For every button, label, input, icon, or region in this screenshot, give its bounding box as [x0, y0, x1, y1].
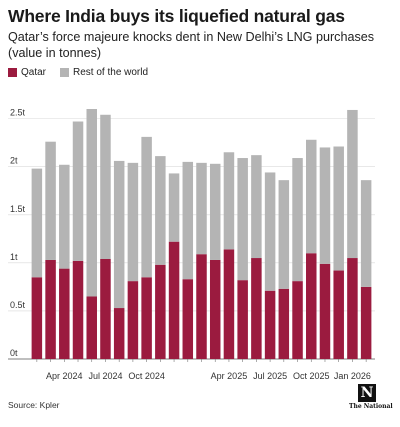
- the-national-logo: N The National: [349, 384, 393, 410]
- bar-segment-qatar: [306, 253, 317, 359]
- x-tick-label: Jan 2026: [334, 371, 371, 381]
- bar-segment-rest-of-world: [72, 121, 84, 261]
- bar-segment-rest-of-world: [168, 173, 180, 242]
- bar-segment-qatar: [168, 241, 180, 359]
- legend-swatch-qatar: [8, 68, 17, 77]
- y-tick-label: 2.5t: [10, 108, 26, 118]
- bar-segment-rest-of-world: [223, 152, 235, 250]
- bar-segment-qatar: [100, 259, 111, 359]
- legend-label-rest-of-world: Rest of the world: [73, 67, 149, 78]
- x-tick-label: Oct 2024: [128, 371, 165, 381]
- bar-segment-rest-of-world: [59, 164, 70, 269]
- bar-segment-qatar: [182, 279, 194, 359]
- bar-segment-rest-of-world: [182, 161, 194, 280]
- bar-segment-qatar: [113, 308, 125, 359]
- x-tick-label: Oct 2025: [293, 371, 330, 381]
- bar-segment-qatar: [45, 259, 56, 359]
- bar-segment-rest-of-world: [292, 158, 303, 282]
- legend-item-qatar: Qatar: [8, 67, 46, 78]
- bar-segment-rest-of-world: [333, 146, 344, 271]
- bar-segment-rest-of-world: [360, 180, 372, 287]
- bar-segment-qatar: [319, 263, 331, 359]
- bar-segment-rest-of-world: [319, 147, 331, 264]
- bar-segment-qatar: [360, 286, 372, 359]
- logo-mark-icon: N: [358, 384, 376, 402]
- bar-segment-rest-of-world: [264, 172, 276, 291]
- x-tick-label: Apr 2025: [211, 371, 248, 381]
- bar-segment-qatar: [292, 281, 303, 359]
- bar-segment-qatar: [31, 277, 43, 359]
- chart-title: Where India buys its liquefied natural g…: [8, 6, 345, 26]
- bar-segment-qatar: [72, 260, 84, 359]
- bar-segment-qatar: [209, 259, 221, 359]
- bar-segment-rest-of-world: [251, 155, 262, 259]
- y-tick-label: 0.5t: [10, 300, 26, 310]
- y-tick-label: 2t: [10, 156, 18, 166]
- bar-segment-rest-of-world: [209, 163, 221, 260]
- bar-segment-qatar: [141, 277, 152, 359]
- bar-segment-qatar: [278, 288, 290, 359]
- x-tick-label: Jul 2025: [253, 371, 287, 381]
- bar-segment-qatar: [333, 270, 344, 359]
- bar-segment-rest-of-world: [155, 156, 166, 265]
- bar-segment-rest-of-world: [237, 158, 248, 281]
- x-tick-label: Jul 2024: [88, 371, 122, 381]
- bar-segment-rest-of-world: [100, 114, 111, 260]
- chart-subtitle: Qatar’s force majeure knocks dent in New…: [8, 30, 375, 60]
- bar-segment-rest-of-world: [347, 109, 358, 259]
- bar-segment-rest-of-world: [86, 109, 97, 297]
- bar-segment-rest-of-world: [31, 168, 43, 278]
- bar-segment-qatar: [196, 254, 207, 359]
- bar-segment-qatar: [347, 258, 358, 359]
- bar-segment-rest-of-world: [113, 160, 125, 309]
- bar-segment-qatar: [251, 258, 262, 359]
- legend-swatch-rest-of-world: [60, 68, 70, 77]
- legend-label-qatar: Qatar: [21, 67, 47, 78]
- bar-segment-rest-of-world: [306, 139, 317, 254]
- bar-segment-rest-of-world: [127, 162, 139, 282]
- legend-item-rest-of-world: Rest of the world: [60, 67, 148, 78]
- bar-segment-rest-of-world: [141, 136, 152, 278]
- bar-segment-qatar: [264, 290, 276, 359]
- bar-segment-qatar: [155, 264, 166, 359]
- x-tick-label: Apr 2024: [46, 371, 83, 381]
- legend: Qatar Rest of the world: [8, 67, 162, 78]
- logo-wordmark: The National: [349, 403, 393, 410]
- bar-segment-qatar: [237, 280, 248, 359]
- y-tick-label: 0t: [10, 348, 18, 358]
- bar-segment-qatar: [127, 281, 139, 359]
- source-note: Source: Kpler: [8, 400, 60, 410]
- y-tick-label: 1t: [10, 252, 18, 262]
- bar-segment-qatar: [59, 268, 70, 359]
- bar-segment-qatar: [86, 296, 97, 359]
- bar-segment-rest-of-world: [278, 180, 290, 289]
- bar-segment-rest-of-world: [196, 162, 207, 255]
- y-tick-label: 1.5t: [10, 204, 26, 214]
- bar-segment-qatar: [223, 249, 235, 359]
- bar-segment-rest-of-world: [45, 141, 56, 260]
